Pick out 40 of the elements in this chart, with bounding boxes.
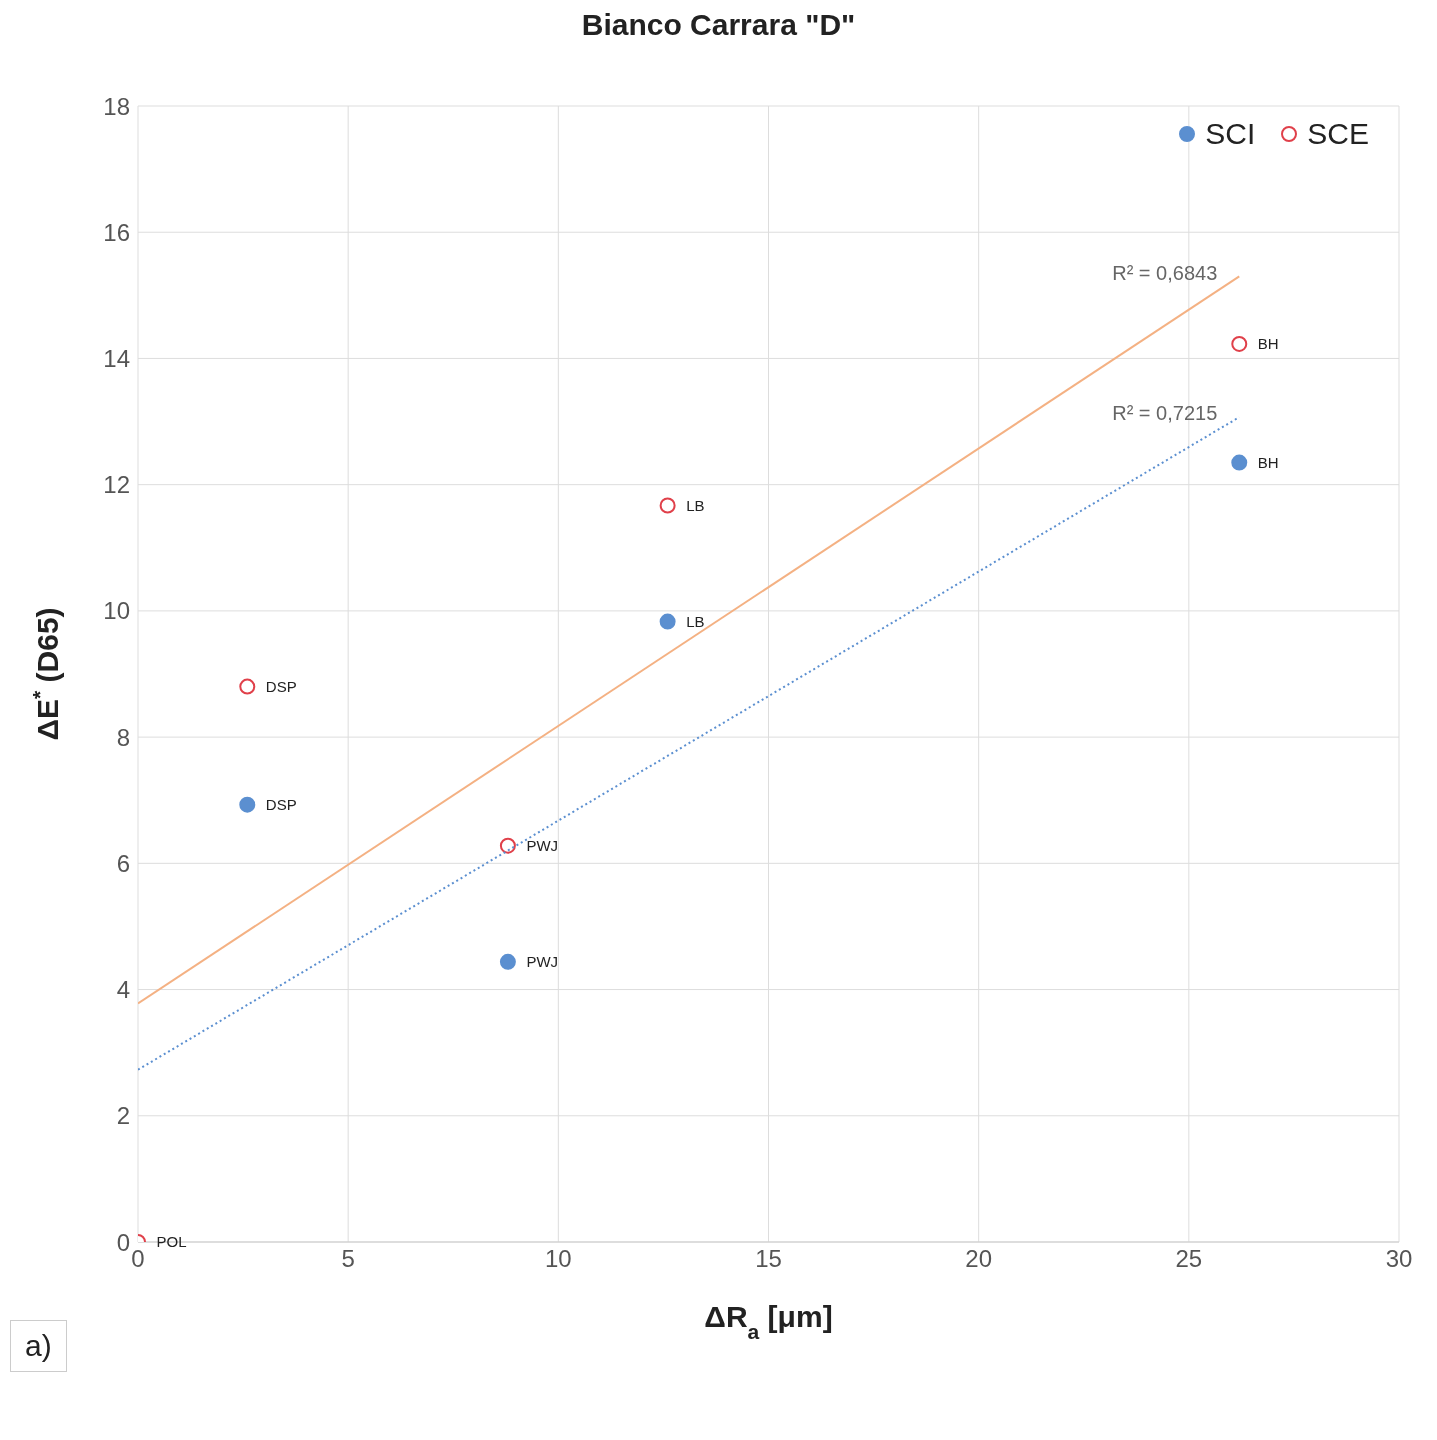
- x-axis-title: ΔR$_{a}$ [μm]: [704, 1300, 833, 1343]
- y-tick-label: 10: [103, 597, 130, 625]
- point: [239, 678, 256, 695]
- legend-label: SCI: [1205, 117, 1256, 151]
- x-tick-label: 10: [544, 1245, 572, 1273]
- data-label: DSP: [265, 677, 297, 695]
- data-label: DSP: [265, 795, 297, 813]
- data-label: POL: [156, 1233, 187, 1251]
- point: [499, 953, 516, 970]
- data-label: LB: [686, 496, 705, 514]
- point: [1231, 335, 1248, 352]
- y-tick-label: 8: [116, 723, 130, 751]
- data-label: PWJ: [526, 953, 559, 971]
- point: [239, 796, 256, 813]
- data-label: PWJ: [526, 836, 559, 854]
- point: [659, 613, 676, 630]
- chart-title: Bianco Carrara "D": [580, 8, 857, 42]
- y-tick-label: 2: [116, 1102, 130, 1130]
- data-label: LB: [686, 612, 705, 630]
- y-tick-label: 16: [103, 218, 130, 246]
- y-tick-label: 0: [116, 1228, 130, 1256]
- point: [659, 497, 676, 514]
- legend-label: SCE: [1307, 117, 1369, 151]
- x-tick-label: 5: [341, 1245, 355, 1273]
- x-tick-label: 25: [1175, 1245, 1203, 1273]
- annotation: R² = 0,7215: [1112, 402, 1218, 425]
- y-tick-label: 12: [103, 471, 130, 499]
- y-tick-label: 4: [116, 976, 130, 1004]
- text: a): [10, 1320, 67, 1372]
- y-tick-label: 14: [103, 344, 130, 372]
- x-tick-label: 15: [755, 1245, 782, 1273]
- x-tick-label: 20: [965, 1245, 993, 1273]
- y-tick-label: 6: [116, 849, 130, 877]
- x-tick-label: 30: [1385, 1245, 1413, 1273]
- data-label: BH: [1257, 335, 1279, 353]
- data-label: BH: [1257, 453, 1279, 471]
- point: [1231, 454, 1248, 471]
- point: [499, 837, 516, 854]
- y-tick-label: 18: [103, 92, 130, 120]
- annotation: R² = 0,6843: [1112, 261, 1218, 284]
